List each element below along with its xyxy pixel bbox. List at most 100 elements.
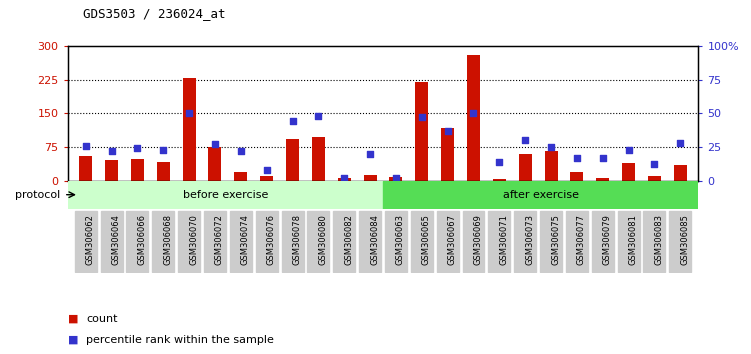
Point xyxy=(261,167,273,173)
Bar xyxy=(467,55,480,181)
Bar xyxy=(234,172,247,181)
Point xyxy=(545,144,557,150)
Text: GSM306081: GSM306081 xyxy=(629,214,638,265)
Bar xyxy=(617,211,640,272)
Bar xyxy=(152,211,174,272)
Text: GDS3503 / 236024_at: GDS3503 / 236024_at xyxy=(83,7,225,20)
Bar xyxy=(230,211,252,272)
Bar xyxy=(312,137,325,181)
Text: GSM306078: GSM306078 xyxy=(293,214,301,265)
Bar xyxy=(411,211,433,272)
Text: ■: ■ xyxy=(68,335,78,345)
Bar xyxy=(674,165,687,181)
Bar xyxy=(282,211,303,272)
Text: GSM306075: GSM306075 xyxy=(551,214,560,265)
Bar xyxy=(648,176,661,181)
Text: GSM306063: GSM306063 xyxy=(396,214,405,265)
Text: GSM306071: GSM306071 xyxy=(499,214,508,265)
Bar xyxy=(383,181,698,209)
Bar xyxy=(157,162,170,181)
Text: GSM306080: GSM306080 xyxy=(318,214,327,265)
Text: GSM306062: GSM306062 xyxy=(86,214,95,265)
Text: GSM306085: GSM306085 xyxy=(680,214,689,265)
Point xyxy=(519,137,531,143)
Text: GSM306072: GSM306072 xyxy=(215,214,224,265)
Bar xyxy=(178,211,200,272)
Text: protocol: protocol xyxy=(15,190,60,200)
Text: GSM306084: GSM306084 xyxy=(370,214,379,265)
Text: GSM306082: GSM306082 xyxy=(344,214,353,265)
Bar xyxy=(540,211,562,272)
Bar xyxy=(644,211,665,272)
Bar xyxy=(385,211,407,272)
Bar xyxy=(571,172,584,181)
Bar xyxy=(592,211,614,272)
Bar xyxy=(68,181,383,209)
Bar xyxy=(436,211,459,272)
Bar xyxy=(441,128,454,181)
Bar xyxy=(260,176,273,181)
Point xyxy=(597,155,609,160)
Text: count: count xyxy=(86,314,118,324)
Bar xyxy=(359,211,381,272)
Point xyxy=(364,151,376,156)
Text: GSM306064: GSM306064 xyxy=(112,214,121,265)
Point xyxy=(571,155,583,160)
Text: GSM306083: GSM306083 xyxy=(654,214,663,265)
Text: GSM306074: GSM306074 xyxy=(241,214,250,265)
Text: GSM306065: GSM306065 xyxy=(422,214,431,265)
Bar xyxy=(669,211,692,272)
Point xyxy=(183,110,195,116)
Bar xyxy=(255,211,278,272)
Point xyxy=(416,114,428,120)
Text: GSM306069: GSM306069 xyxy=(473,214,482,265)
Bar xyxy=(101,211,122,272)
Text: after exercise: after exercise xyxy=(502,190,579,200)
Bar xyxy=(514,211,536,272)
Bar xyxy=(463,211,484,272)
Text: ■: ■ xyxy=(68,314,78,324)
Bar xyxy=(363,175,376,181)
Point xyxy=(648,161,660,167)
Bar xyxy=(131,159,144,181)
Bar xyxy=(105,160,118,181)
Text: GSM306067: GSM306067 xyxy=(448,214,457,265)
Bar xyxy=(596,178,609,181)
Point xyxy=(312,113,324,119)
Bar xyxy=(182,78,195,181)
Bar xyxy=(126,211,149,272)
Point xyxy=(390,175,402,181)
Text: percentile rank within the sample: percentile rank within the sample xyxy=(86,335,274,345)
Bar xyxy=(338,178,351,181)
Bar xyxy=(390,177,403,181)
Point xyxy=(157,147,169,153)
Text: GSM306079: GSM306079 xyxy=(603,214,612,265)
Text: GSM306066: GSM306066 xyxy=(137,214,146,265)
Text: GSM306076: GSM306076 xyxy=(267,214,276,265)
Text: before exercise: before exercise xyxy=(182,190,268,200)
Point xyxy=(131,145,143,151)
Point xyxy=(442,128,454,133)
Point xyxy=(235,148,247,154)
Point xyxy=(467,110,479,116)
Point xyxy=(287,119,299,124)
Bar xyxy=(519,154,532,181)
Point xyxy=(209,141,221,147)
Bar xyxy=(493,179,506,181)
Bar xyxy=(566,211,588,272)
Point xyxy=(338,175,350,181)
Bar xyxy=(333,211,355,272)
Text: GSM306070: GSM306070 xyxy=(189,214,198,265)
Point xyxy=(80,143,92,148)
Bar xyxy=(488,211,511,272)
Bar xyxy=(544,152,557,181)
Bar xyxy=(622,162,635,181)
Bar xyxy=(74,211,97,272)
Point xyxy=(674,140,686,146)
Text: GSM306077: GSM306077 xyxy=(577,214,586,265)
Point xyxy=(493,159,505,165)
Bar xyxy=(286,139,299,181)
Point xyxy=(623,147,635,153)
Point xyxy=(106,148,118,154)
Bar xyxy=(209,147,222,181)
